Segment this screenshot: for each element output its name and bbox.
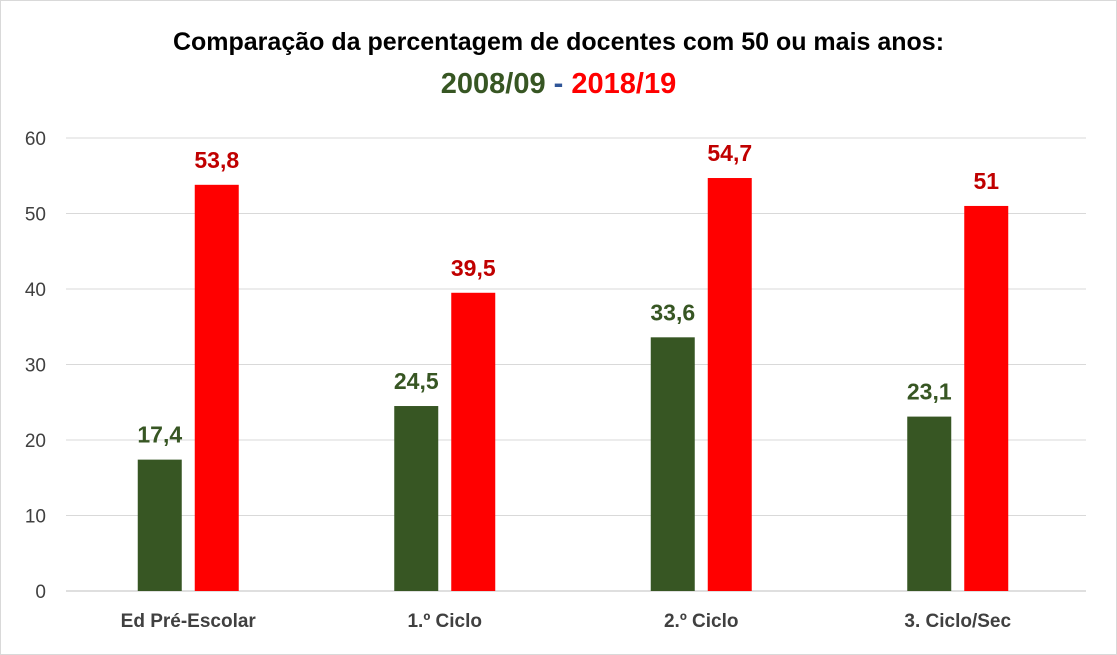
y-tick-label: 60	[25, 129, 46, 150]
bar-series2	[194, 184, 239, 591]
subtitle-period-2018: 2018/19	[571, 68, 677, 100]
subtitle-period-2008: 2008/09	[440, 68, 546, 100]
bar-series1	[650, 337, 695, 591]
bar-series1	[137, 459, 182, 591]
subtitle-separator: -	[545, 68, 572, 100]
data-label: 24,5	[394, 368, 439, 394]
x-category-label: 3. Ciclo/Sec	[904, 611, 1011, 632]
chart-title: Comparação da percentagem de docentes co…	[172, 28, 945, 56]
data-label: 33,6	[650, 299, 695, 325]
data-label: 17,4	[137, 422, 182, 448]
bar-series2	[707, 178, 752, 591]
y-tick-label: 0	[35, 582, 46, 603]
y-tick-label: 30	[25, 356, 46, 377]
bar-series2	[451, 292, 496, 591]
data-label: 53,8	[194, 147, 239, 173]
data-label: 39,5	[451, 255, 496, 281]
y-tick-label: 50	[25, 205, 46, 226]
data-label: 23,1	[907, 379, 952, 405]
bar-series1	[394, 406, 439, 591]
data-label: 54,7	[707, 140, 752, 166]
data-label: 51	[973, 168, 999, 194]
x-category-label: Ed Pré-Escolar	[121, 611, 257, 632]
x-category-label: 2.º Ciclo	[664, 611, 739, 632]
bar-series2	[964, 205, 1009, 591]
chart-subtitle: 2008/09 - 2018/19	[0, 68, 1117, 101]
y-tick-label: 10	[25, 507, 46, 528]
y-tick-label: 20	[25, 431, 46, 452]
y-tick-label: 40	[25, 280, 46, 301]
bar-series1	[907, 416, 952, 591]
x-category-label: 1.º Ciclo	[407, 611, 482, 632]
